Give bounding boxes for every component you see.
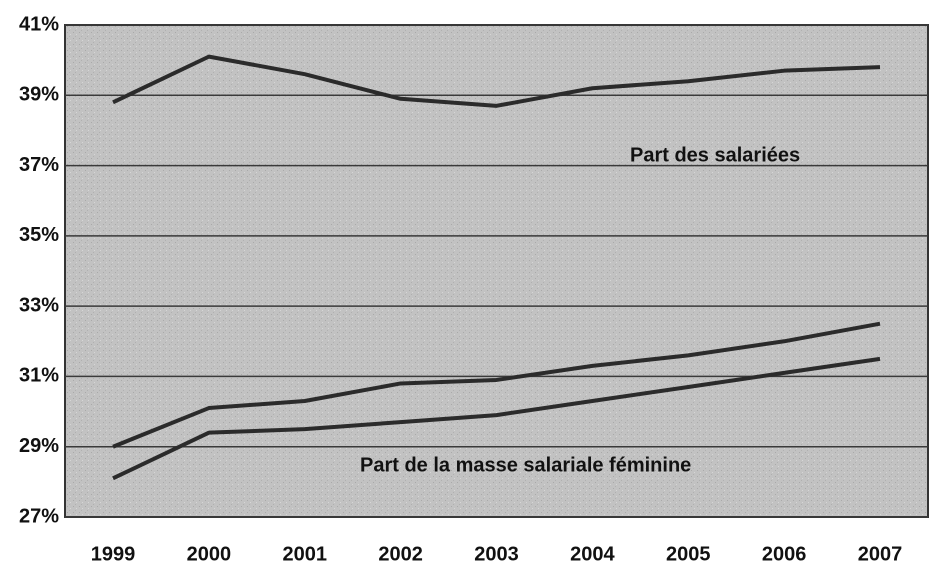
x-tick-label: 1999 (91, 543, 136, 565)
x-tick-label: 2000 (187, 543, 232, 565)
y-tick-label: 29% (19, 435, 59, 457)
y-tick-label: 35% (19, 224, 59, 246)
line (112, 54, 881, 108)
x-tick-label: 2005 (666, 543, 711, 565)
x-tick-label: 2002 (378, 543, 423, 565)
x-tick-label: 2006 (762, 543, 807, 565)
line (112, 356, 881, 481)
annotation: Part des salariées (630, 144, 800, 166)
x-tick-label: 2007 (858, 543, 903, 565)
y-tick-label: 31% (19, 365, 59, 387)
line (112, 321, 881, 449)
annotation: Part de la masse salariale féminine (360, 454, 691, 476)
y-tick-label: 37% (19, 154, 59, 176)
y-tick-label: 39% (19, 84, 59, 106)
y-tick-label: 41% (19, 13, 59, 35)
plot-area (64, 24, 929, 518)
x-tick-label: 2003 (474, 543, 519, 565)
y-tick-label: 27% (19, 505, 59, 527)
y-tick-label: 33% (19, 294, 59, 316)
x-tick-label: 2004 (570, 543, 615, 565)
x-tick-label: 2001 (283, 543, 328, 565)
